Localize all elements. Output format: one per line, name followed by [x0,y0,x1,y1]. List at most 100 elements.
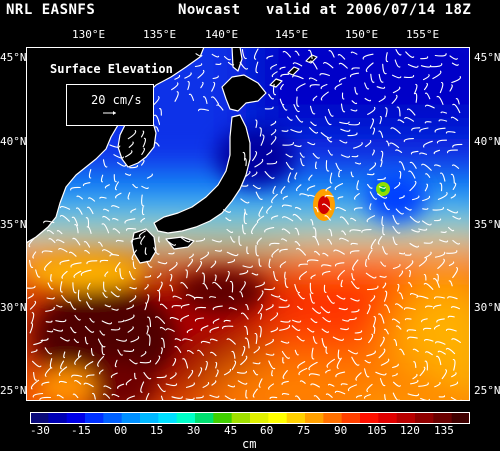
current-vector [174,338,182,342]
current-vector [279,297,288,302]
current-vector [98,241,103,247]
current-vector [271,248,279,258]
current-vector [377,193,388,199]
current-vector [334,83,343,90]
current-vector [280,83,284,90]
current-vector [436,139,448,144]
colorbar-swatch [305,412,324,424]
current-vector [294,349,299,356]
current-vector [55,319,67,323]
current-vector [337,269,345,281]
current-vector [399,348,405,356]
current-vector [395,208,404,215]
current-vector [370,73,375,83]
current-vector [354,337,363,341]
current-vector [392,381,401,387]
current-vector [83,241,91,248]
current-vector [371,149,375,156]
current-vector [424,92,431,100]
current-vector [434,164,441,167]
current-vector [284,279,289,288]
current-vector [53,328,64,332]
current-vector [382,226,386,236]
current-vector [180,236,191,243]
current-vector [450,173,455,184]
current-vector [280,73,290,78]
current-vector [351,100,358,105]
current-vector [270,294,281,298]
current-vector [398,170,402,179]
current-vector [268,360,276,370]
current-vector [90,347,95,356]
current-vector [439,239,449,243]
current-vector [211,96,220,105]
current-vector [44,260,52,271]
current-vector [449,84,453,92]
current-vector [308,361,318,371]
current-vector [279,248,288,253]
current-vector [296,83,306,92]
current-vector [292,62,303,67]
current-vector [270,136,277,145]
current-vector [102,393,111,399]
current-vector [433,304,442,309]
current-vector [404,253,412,256]
current-vector [127,192,131,200]
current-vector [40,337,49,342]
current-vector [124,150,133,158]
current-vector [257,304,263,314]
current-vector [264,171,275,179]
current-vector [448,261,455,267]
current-vector [351,309,360,313]
current-vector [378,313,385,324]
current-vector [405,51,415,58]
current-vector [341,230,347,236]
current-vector [418,382,429,387]
colorbar-tick-label: 30 [187,424,201,437]
current-vector [215,369,219,378]
current-vector [290,129,303,133]
current-vector [423,82,428,91]
current-vector [394,59,401,68]
current-vector [349,250,360,254]
colorbar-swatch [103,412,123,424]
current-vector [59,214,70,222]
current-vector [56,394,64,399]
current-vector [312,227,317,238]
colorbar-tick-label: 45 [224,424,238,437]
current-vector [99,330,106,336]
current-vector [377,235,383,245]
current-vector [364,394,371,399]
current-vector [210,260,217,269]
current-vector [264,106,274,110]
current-vector [272,83,277,96]
current-vector [391,318,401,324]
current-vector [296,96,300,107]
current-vector [315,161,318,170]
current-vector [378,348,386,359]
current-vector [407,336,418,340]
current-vector [60,336,70,342]
current-vector [364,359,371,364]
current-vector [86,301,94,310]
current-vector [32,392,44,398]
current-vector [294,206,302,210]
current-vector [423,241,433,244]
current-vector [321,264,332,267]
current-vector [60,281,63,293]
current-vector [241,184,249,187]
current-vector [379,275,387,278]
current-vector [407,63,419,68]
current-vector [409,293,419,297]
current-vector [195,395,204,399]
current-vector [146,173,153,179]
current-vector [160,337,165,349]
current-vector [282,195,288,200]
current-vector [403,138,414,143]
current-vector [134,372,137,380]
current-vector [300,158,305,167]
current-vector [338,307,348,311]
current-vector [147,334,151,346]
current-vector [294,144,302,148]
current-vector [323,61,334,69]
